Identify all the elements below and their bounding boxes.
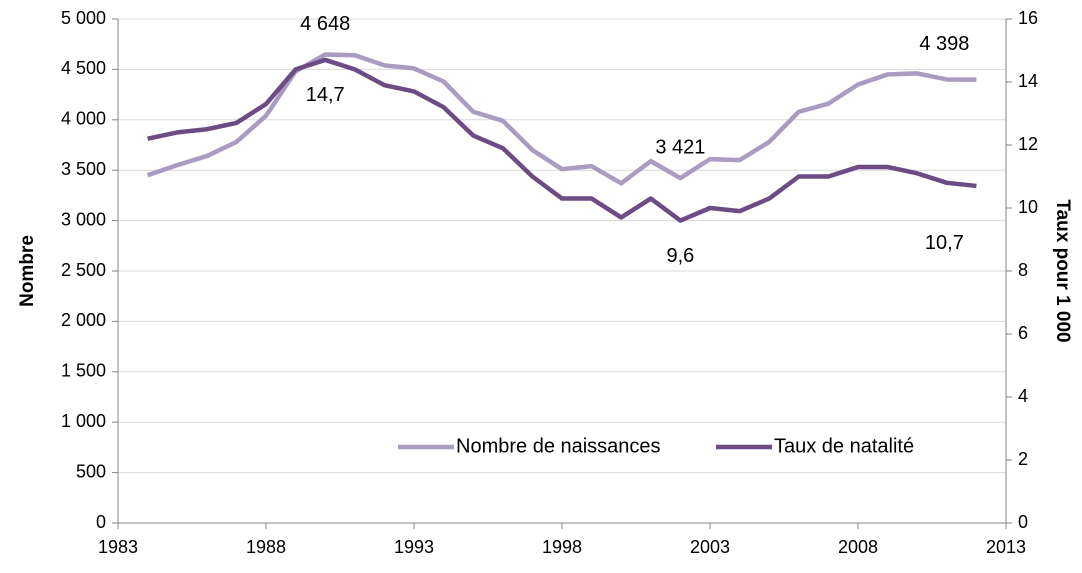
y2-tick-label: 12 — [1018, 134, 1038, 154]
data-label: 4 648 — [300, 13, 350, 35]
y-tick-label: 3 000 — [61, 209, 106, 229]
legend-label: Taux de natalité — [774, 435, 914, 457]
data-label: 10,7 — [925, 232, 964, 254]
y-tick-label: 4 500 — [61, 58, 106, 78]
x-tick-label: 2013 — [986, 537, 1026, 557]
legend-label: Nombre de naissances — [456, 435, 661, 457]
data-label: 4 398 — [919, 33, 969, 55]
y-tick-label: 2 000 — [61, 310, 106, 330]
y2-tick-label: 16 — [1018, 8, 1038, 28]
y-axis-label: Nombre — [17, 235, 38, 307]
x-tick-label: 2003 — [690, 537, 730, 557]
y-tick-label: 2 500 — [61, 260, 106, 280]
y-tick-label: 0 — [96, 512, 106, 532]
y-tick-label: 4 000 — [61, 109, 106, 129]
x-tick-label: 1998 — [542, 537, 582, 557]
data-label: 14,7 — [306, 84, 345, 106]
y-tick-label: 5 000 — [61, 8, 106, 28]
y2-tick-label: 8 — [1018, 260, 1028, 280]
y2-tick-label: 0 — [1018, 512, 1028, 532]
y2-tick-label: 4 — [1018, 386, 1028, 406]
x-tick-label: 2008 — [838, 537, 878, 557]
series-line — [146, 52, 977, 186]
y2-tick-label: 6 — [1018, 323, 1028, 343]
y2-axis-label: Taux pour 1 000 — [1052, 199, 1073, 342]
y-tick-label: 1 000 — [61, 411, 106, 431]
y-tick-label: 1 500 — [61, 361, 106, 381]
data-label: 9,6 — [666, 245, 694, 267]
y-tick-label: 3 500 — [61, 159, 106, 179]
x-tick-label: 1983 — [98, 537, 138, 557]
y2-tick-label: 14 — [1018, 71, 1038, 91]
series-line — [147, 57, 977, 223]
x-tick-label: 1988 — [246, 537, 286, 557]
y2-tick-label: 2 — [1018, 449, 1028, 469]
y-tick-label: 500 — [76, 461, 106, 481]
x-tick-label: 1993 — [394, 537, 434, 557]
y2-tick-label: 10 — [1018, 197, 1038, 217]
data-label: 3 421 — [655, 136, 705, 158]
